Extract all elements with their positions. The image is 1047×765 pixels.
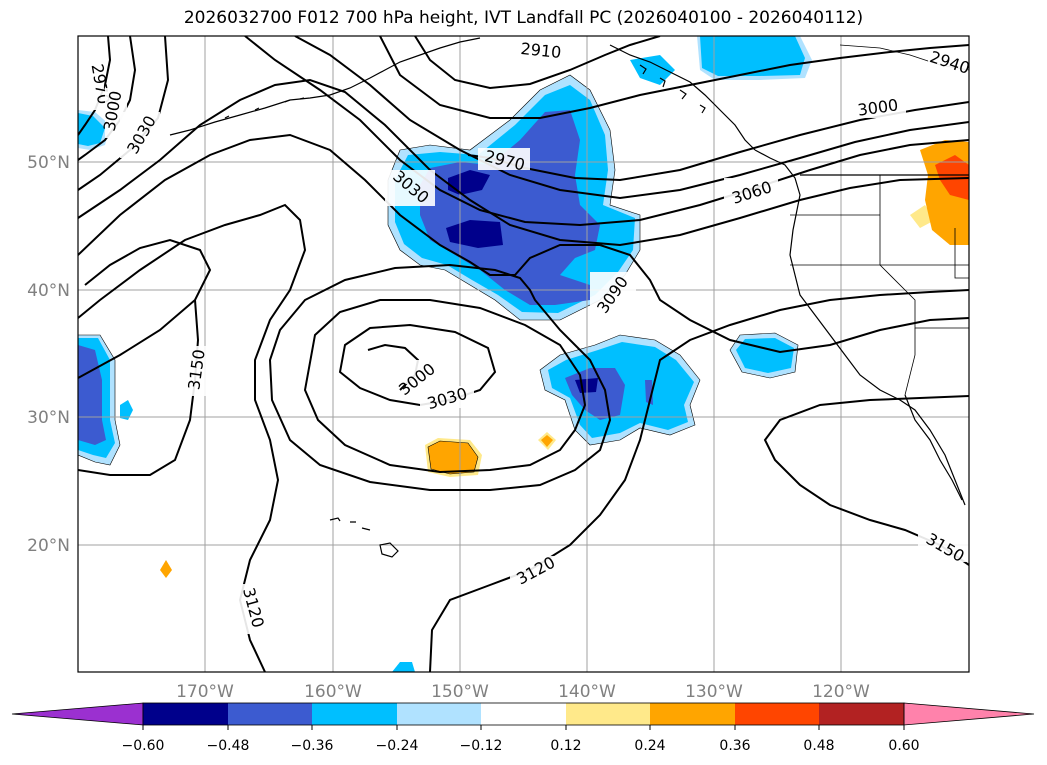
colorbar-bin bbox=[397, 703, 481, 725]
lon-label-130w: 130°W bbox=[685, 682, 743, 702]
height-contours bbox=[78, 36, 969, 672]
colorbar-tick: −0.24 bbox=[376, 738, 419, 754]
colorbar: −0.60 −0.48 −0.36 −0.24 −0.12 0.12 0.24 … bbox=[11, 702, 1035, 754]
colorbar-tick: 0.36 bbox=[719, 738, 750, 754]
contour-3030-low bbox=[338, 323, 497, 407]
shade-sky-blue-ak2 bbox=[630, 55, 675, 85]
shade-sky-blue-bottom bbox=[392, 662, 415, 672]
lon-label-120w: 120°W bbox=[812, 682, 870, 702]
shade-mid-blue-w2 bbox=[78, 345, 106, 445]
colorbar-bin bbox=[735, 703, 819, 725]
colorbar-bin bbox=[819, 703, 904, 725]
colorbar-tick: 0.12 bbox=[550, 738, 581, 754]
contour-3120 bbox=[78, 203, 307, 672]
colorbar-tick: −0.60 bbox=[122, 738, 165, 754]
contour-3090 bbox=[78, 133, 969, 354]
figure-title: 2026032700 F012 700 hPa height, IVT Land… bbox=[183, 8, 864, 28]
shade-orange-small bbox=[541, 435, 553, 447]
colorbar-bin bbox=[312, 703, 397, 725]
contour-label: 2910 bbox=[520, 39, 562, 62]
shade-sky-blue-ak bbox=[700, 36, 805, 76]
colorbar-tick: −0.36 bbox=[291, 738, 334, 754]
lat-labels: 50°N 40°N 30°N 20°N bbox=[27, 153, 70, 556]
contour-3030-b bbox=[244, 36, 969, 227]
lon-labels: 170°W 160°W 150°W 140°W 130°W 120°W bbox=[176, 682, 870, 702]
colorbar-bin bbox=[481, 703, 566, 725]
colorbar-tick: −0.12 bbox=[460, 738, 503, 754]
contour-label-group: 2910 2940 2970 2970 3000 3000 3000 3030 … bbox=[82, 39, 972, 634]
contour-3090-ring bbox=[268, 263, 612, 491]
colorbar-extend-left bbox=[11, 702, 144, 726]
shade-orange-sw bbox=[160, 560, 172, 578]
colorbar-bin bbox=[650, 703, 735, 725]
lat-label-40n: 40°N bbox=[27, 281, 70, 301]
lat-label-50n: 50°N bbox=[27, 153, 70, 173]
lon-label-170w: 170°W bbox=[176, 682, 234, 702]
lon-label-140w: 140°W bbox=[558, 682, 616, 702]
contour-3150 bbox=[78, 238, 212, 379]
contour-3150-right bbox=[763, 395, 969, 566]
lon-label-150w: 150°W bbox=[431, 682, 489, 702]
lat-label-20n: 20°N bbox=[27, 536, 70, 556]
shade-orange-hi bbox=[428, 441, 478, 474]
contour-3120-b bbox=[429, 289, 969, 672]
lat-label-30n: 30°N bbox=[27, 408, 70, 428]
colorbar-bin bbox=[143, 703, 228, 725]
shade-mid-blue-main bbox=[420, 110, 600, 305]
colorbar-tick: −0.48 bbox=[207, 738, 250, 754]
colorbar-tick: 0.60 bbox=[888, 738, 919, 754]
contour-3060 bbox=[78, 78, 969, 247]
shade-sky-blue-ca bbox=[736, 338, 794, 373]
colorbar-extend-right bbox=[903, 702, 1035, 726]
contour-3060-low bbox=[303, 299, 587, 474]
map-frame bbox=[77, 35, 970, 673]
shade-sky-blue-w1 bbox=[78, 113, 105, 146]
shade-sky-blue-w3 bbox=[120, 400, 133, 420]
colorbar-bin bbox=[228, 703, 312, 725]
colorbar-bin bbox=[566, 703, 650, 725]
shade-deep-blue-a bbox=[448, 170, 490, 195]
contour-3000-b bbox=[294, 36, 969, 200]
contour-2940 bbox=[379, 36, 969, 119]
lon-label-160w: 160°W bbox=[304, 682, 362, 702]
coastlines bbox=[169, 37, 969, 558]
shade-outlines bbox=[78, 74, 799, 475]
contour-2910 bbox=[414, 36, 661, 90]
colorbar-tick: 0.24 bbox=[634, 738, 665, 754]
colorbar-tick: 0.48 bbox=[803, 738, 834, 754]
